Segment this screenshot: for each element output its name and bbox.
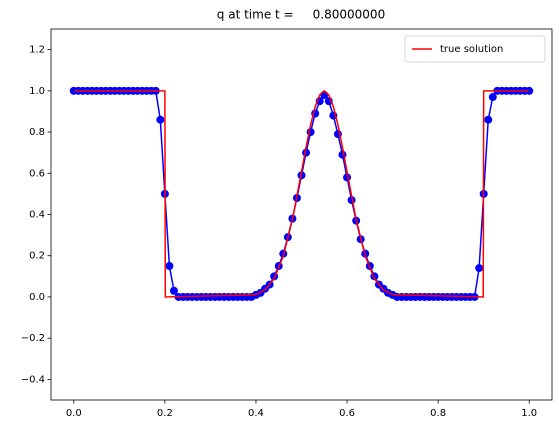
x-tick-label: 0.6 [339, 408, 355, 419]
point [156, 115, 165, 124]
x-tick-label: 1.0 [521, 408, 537, 419]
y-tick-label: 0.8 [29, 127, 45, 138]
y-tick-label: 0.6 [29, 168, 45, 179]
legend-box [404, 35, 546, 63]
point [306, 128, 315, 137]
y-tick-label: −0.4 [21, 374, 45, 385]
x-tick-label: 0.8 [430, 408, 446, 419]
y-tick-label: 1.0 [29, 86, 45, 97]
x-tick-label: 0.0 [66, 408, 82, 419]
y-tick-label: 0.0 [29, 292, 45, 303]
point [347, 196, 356, 205]
series-line [73, 89, 530, 298]
point [475, 264, 484, 273]
y-tick-label: −0.2 [21, 333, 45, 344]
y-tick-label: 0.4 [29, 210, 45, 221]
chart-title: q at time t = 0.80000000 [217, 8, 385, 22]
legend-label: true solution [440, 44, 503, 55]
point [488, 93, 497, 102]
y-tick-label: 0.2 [29, 251, 45, 262]
point [484, 115, 493, 124]
x-tick-label: 0.2 [157, 408, 173, 419]
point [338, 150, 347, 159]
plot-area [69, 86, 534, 301]
axes-frame [50, 28, 553, 401]
point [169, 286, 178, 295]
point [165, 262, 174, 271]
x-tick-label: 0.4 [248, 408, 264, 419]
y-tick-label: 1.2 [29, 45, 45, 56]
